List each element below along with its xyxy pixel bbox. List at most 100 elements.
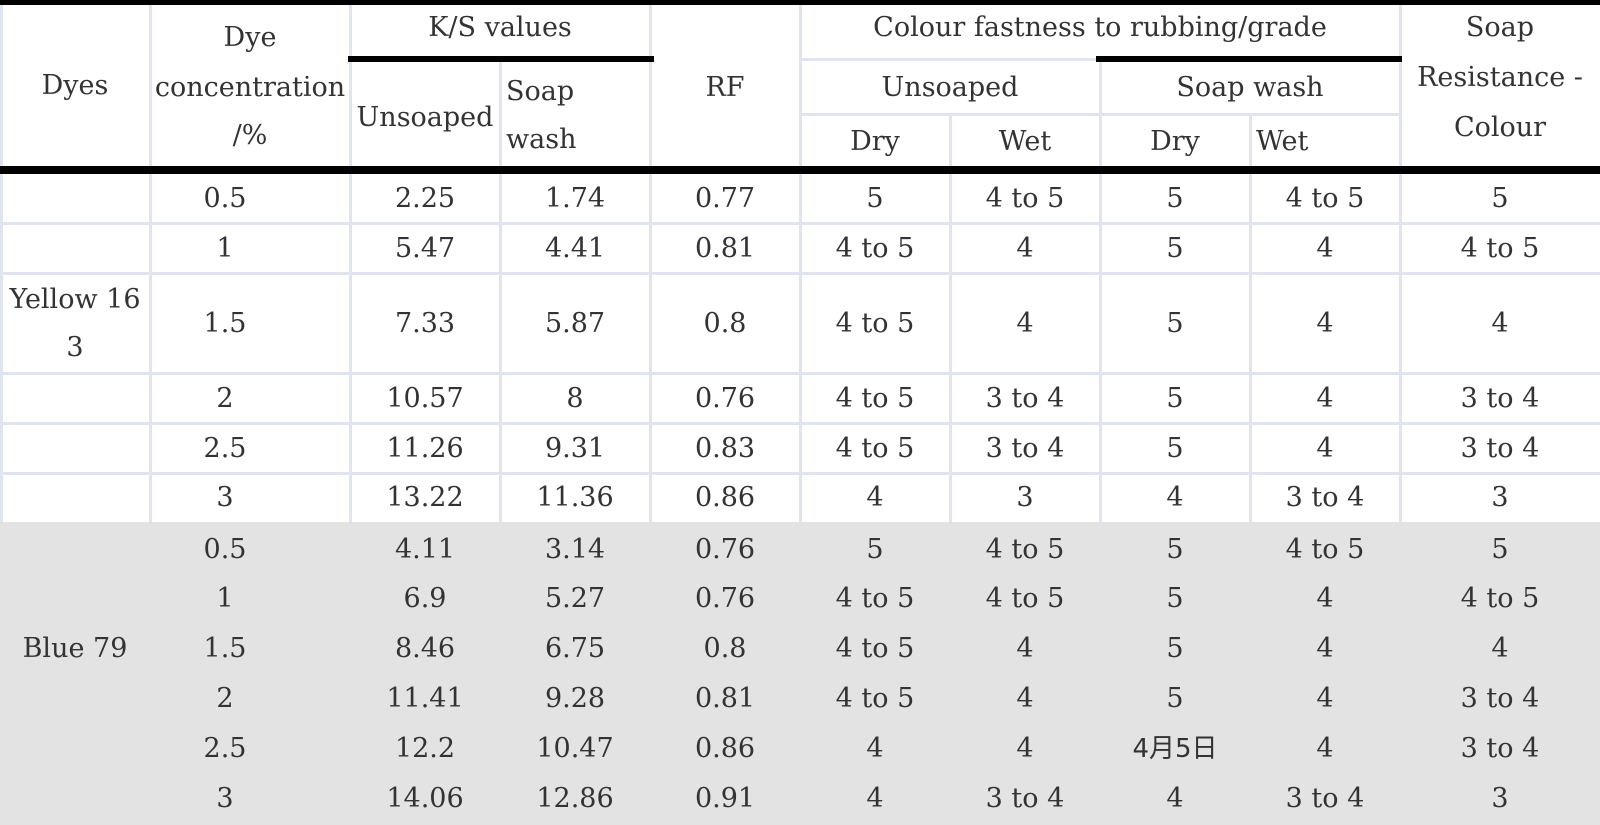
table-cell: 3 to 4 xyxy=(1285,482,1365,513)
table-cell: 14.06 xyxy=(386,783,464,814)
table-cell: 13.22 xyxy=(386,482,464,513)
table-cell: 3 xyxy=(1491,783,1509,814)
table-cell: 4 to 5 xyxy=(1460,583,1540,614)
table-cell: 3 to 4 xyxy=(1460,733,1540,764)
table-cell: 4 xyxy=(866,783,884,814)
table-cell: 8.46 xyxy=(394,633,456,664)
table-cell: 2.25 xyxy=(394,183,456,214)
table-cell: 0.76 xyxy=(694,534,756,565)
table-row: 2.5 12.2 10.47 0.86 4 4 4月5日 4 3 to 4 xyxy=(0,724,1600,774)
table-cell: 4 xyxy=(1316,733,1334,764)
table-cell: 5 xyxy=(1166,233,1184,264)
table-cell: 4 xyxy=(1316,383,1334,414)
header-dry-1: Dry xyxy=(850,126,900,157)
grid-line xyxy=(649,174,652,522)
table-cell: 0.76 xyxy=(694,383,756,414)
table-cell: 12.2 xyxy=(394,733,456,764)
grid-line xyxy=(1399,4,1402,170)
table-cell: 1 xyxy=(216,583,234,614)
table-cell: 4 to 5 xyxy=(835,383,915,414)
grid-line xyxy=(149,174,152,522)
table-cell: 5 xyxy=(866,183,884,214)
table-row: 1 5.47 4.41 0.81 4 to 5 4 5 4 4 to 5 xyxy=(0,224,1600,274)
grid-line xyxy=(349,4,352,170)
table-cell: 4 xyxy=(866,482,884,513)
dye-name-line1: Blue 79 xyxy=(22,633,128,664)
header-soap-res-4-clip: Fastness/ xyxy=(1400,150,1600,168)
table-cell: 3 xyxy=(216,482,234,513)
grid-line xyxy=(1399,174,1402,522)
grid-line xyxy=(499,174,502,522)
table-cell: 4 xyxy=(1316,683,1334,714)
grid-line xyxy=(800,58,1100,61)
table-cell: 5.47 xyxy=(394,233,456,264)
dye-name-line1: Yellow 16 xyxy=(9,284,141,315)
header-ks-unsoaped: Unsoaped xyxy=(356,102,494,133)
header-ks-soap-1: Soap xyxy=(506,76,575,107)
table-cell: 4 to 5 xyxy=(1285,534,1365,565)
table-cell: 4.11 xyxy=(394,534,456,565)
table-cell: 4 to 5 xyxy=(835,583,915,614)
grid-line xyxy=(1099,174,1102,522)
table-cell: 5 xyxy=(1166,433,1184,464)
table-cell: 1.5 xyxy=(203,308,247,339)
table-cell: 5 xyxy=(1166,183,1184,214)
table-cell: 0.81 xyxy=(694,683,756,714)
table-cell: 4 xyxy=(1016,683,1034,714)
table-cell: 5 xyxy=(1166,633,1184,664)
table-cell: 3 xyxy=(216,783,234,814)
table-cell: 2 xyxy=(216,683,234,714)
table-cell: 4 xyxy=(1016,308,1034,339)
table-row: 2 11.41 9.28 0.81 4 to 5 4 5 4 3 to 4 xyxy=(0,674,1600,724)
table-cell: 5 xyxy=(1166,683,1184,714)
grid-line xyxy=(1249,114,1252,170)
header-dyes: Dyes xyxy=(41,70,109,101)
table-cell: 5 xyxy=(866,534,884,565)
table-cell: 5 xyxy=(1491,534,1509,565)
table-cell: 4 to 5 xyxy=(985,183,1065,214)
top-rule xyxy=(0,0,1600,5)
table-cell: 7.33 xyxy=(394,308,456,339)
table-cell: 3 to 4 xyxy=(985,783,1065,814)
table-cell: 4 to 5 xyxy=(1285,183,1365,214)
header-cf-unsoaped: Unsoaped xyxy=(881,72,1019,103)
table-cell: 4 xyxy=(1166,482,1184,513)
header-wet-2: Wet xyxy=(1256,126,1309,157)
header-dye-conc-1: Dye xyxy=(223,22,277,53)
table-cell: 1.5 xyxy=(203,633,247,664)
table-cell: 4 xyxy=(866,733,884,764)
table-cell: 4 xyxy=(1316,633,1334,664)
table-cell: 4 to 5 xyxy=(835,683,915,714)
table-cell: 5.27 xyxy=(544,583,606,614)
table-cell: 4 xyxy=(1316,308,1334,339)
header-soap-res-4: Fastness/ xyxy=(1400,154,1600,168)
table-cell: 4 to 5 xyxy=(985,534,1065,565)
table-cell: 4 xyxy=(1016,233,1034,264)
table-cell: 10.57 xyxy=(386,383,464,414)
grid-line xyxy=(799,174,802,522)
table-cell: 0.86 xyxy=(694,482,756,513)
table-cell: 5 xyxy=(1166,383,1184,414)
table-cell: 4 xyxy=(1016,733,1034,764)
table-cell: 2.5 xyxy=(203,733,247,764)
table-cell: 3 to 4 xyxy=(1460,433,1540,464)
table-cell: 4 xyxy=(1316,433,1334,464)
table-cell: 0.8 xyxy=(703,308,747,339)
table-cell: 4.41 xyxy=(544,233,606,264)
table-cell: 3 to 4 xyxy=(1460,383,1540,414)
table-cell: 0.81 xyxy=(694,233,756,264)
table-cell: 4月5日 xyxy=(1132,734,1218,764)
table-cell: 3 xyxy=(1491,482,1509,513)
table-cell: 2.5 xyxy=(203,433,247,464)
table-cell: 4 to 5 xyxy=(835,433,915,464)
cf-underline xyxy=(1096,56,1402,62)
table-cell: 4 to 5 xyxy=(835,633,915,664)
table-row: 3 14.06 12.86 0.91 4 3 to 4 4 3 to 4 3 xyxy=(0,774,1600,824)
table-cell: 6.9 xyxy=(403,583,447,614)
grid-line xyxy=(349,174,352,522)
header-dry-2: Dry xyxy=(1150,126,1200,157)
blue-group-band xyxy=(0,522,1600,825)
table-cell: 4 xyxy=(1316,583,1334,614)
table-cell: 3.14 xyxy=(544,534,606,565)
